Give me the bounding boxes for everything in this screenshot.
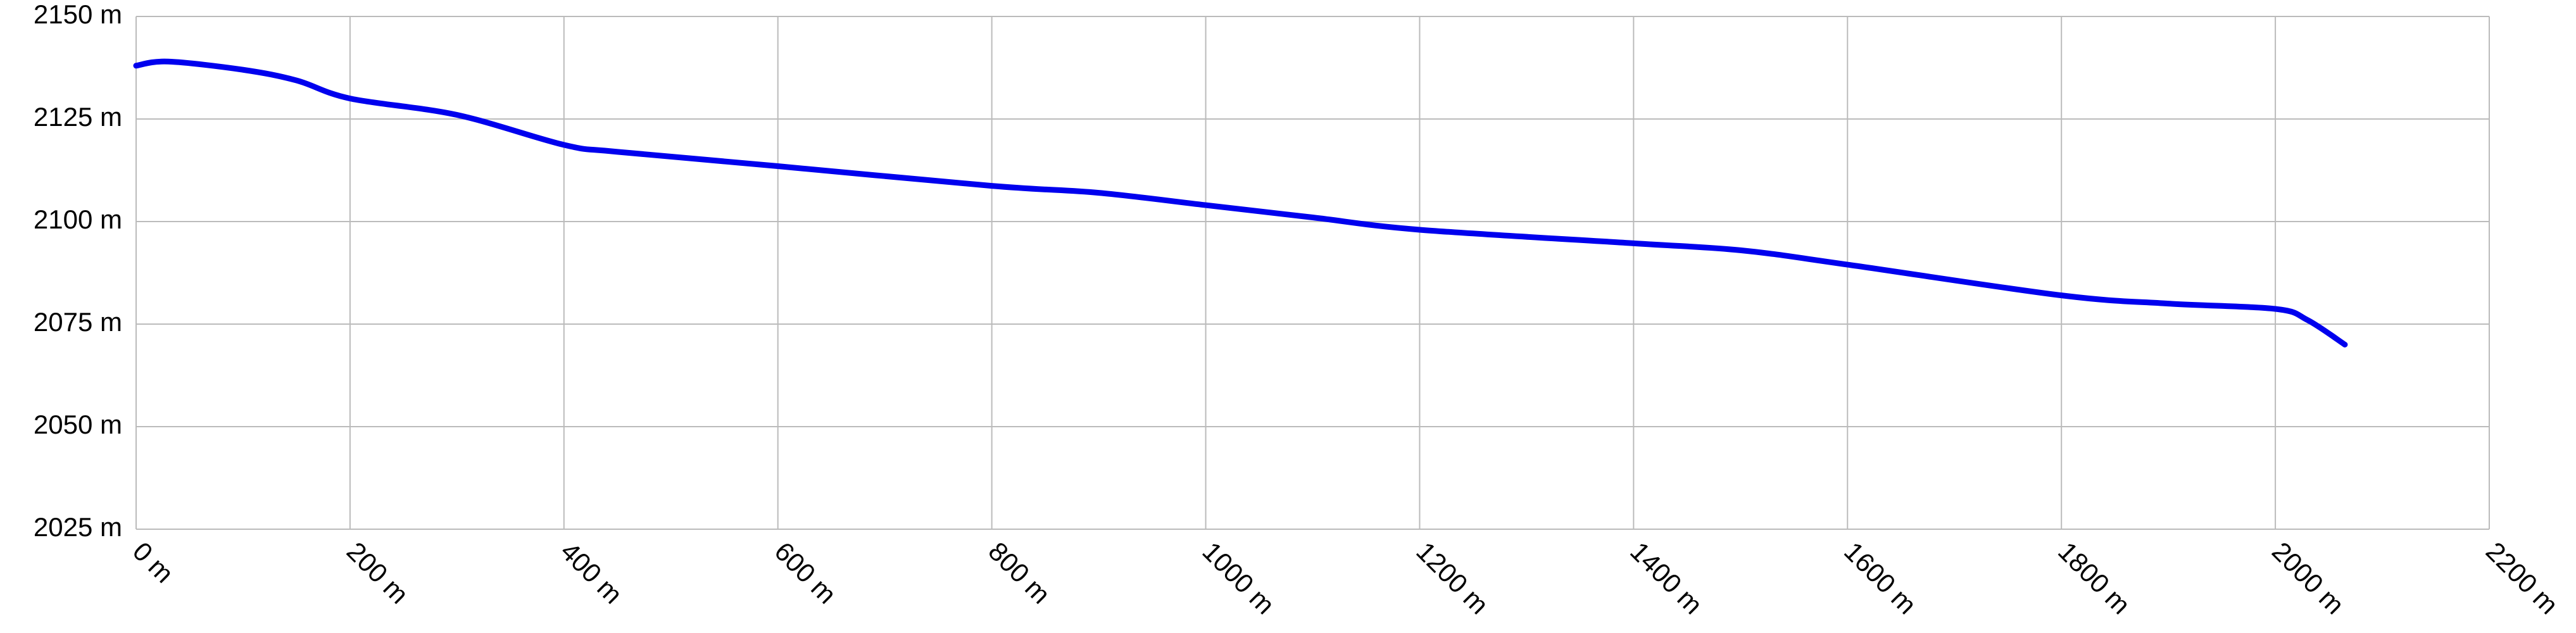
x-tick-label: 1400 m bbox=[1624, 536, 1708, 620]
x-tick-label: 600 m bbox=[769, 536, 843, 610]
x-tick-label: 1000 m bbox=[1197, 536, 1280, 620]
x-tick-label: 1800 m bbox=[2052, 536, 2136, 620]
elevation-line bbox=[133, 58, 2348, 348]
x-tick-label: 2200 m bbox=[2480, 536, 2564, 620]
y-tick-label: 2100 m bbox=[34, 204, 122, 234]
x-tick-label: 1200 m bbox=[1411, 536, 1494, 620]
x-tick-label: 800 m bbox=[983, 536, 1056, 610]
x-tick-label: 200 m bbox=[341, 536, 415, 610]
y-tick-label: 2075 m bbox=[34, 307, 122, 337]
x-tick-label: 1600 m bbox=[1838, 536, 1922, 620]
y-tick-label: 2050 m bbox=[34, 410, 122, 439]
y-tick-label: 2150 m bbox=[34, 0, 122, 29]
y-tick-label: 2025 m bbox=[34, 512, 122, 542]
x-tick-label: 0 m bbox=[127, 536, 180, 589]
x-tick-label: 400 m bbox=[555, 536, 629, 610]
y-tick-label: 2125 m bbox=[34, 102, 122, 132]
x-tick-label: 2000 m bbox=[2266, 536, 2350, 620]
